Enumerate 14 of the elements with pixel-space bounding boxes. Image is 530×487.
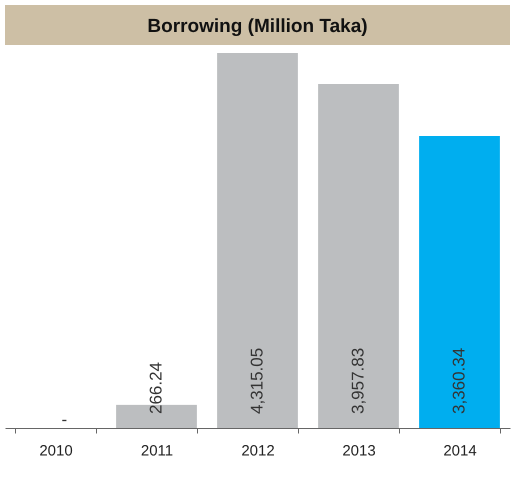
x-tick-label: 2014 [443, 442, 477, 460]
x-tick-label: 2012 [241, 442, 275, 460]
data-label: 266.24 [146, 362, 166, 414]
data-label: 3,957.83 [348, 348, 368, 414]
x-tick-label: 2011 [140, 442, 174, 460]
bar [217, 53, 298, 428]
text: - [62, 410, 68, 429]
bar [318, 84, 399, 428]
x-tick-label: 2013 [342, 442, 376, 460]
data-label: 4,315.05 [248, 348, 266, 414]
chart-title: Borrowing (Million Taka) [147, 16, 368, 37]
bar [419, 136, 500, 428]
data-label: 3,360.34 [450, 348, 468, 414]
x-tick-label: 2010 [39, 442, 73, 460]
